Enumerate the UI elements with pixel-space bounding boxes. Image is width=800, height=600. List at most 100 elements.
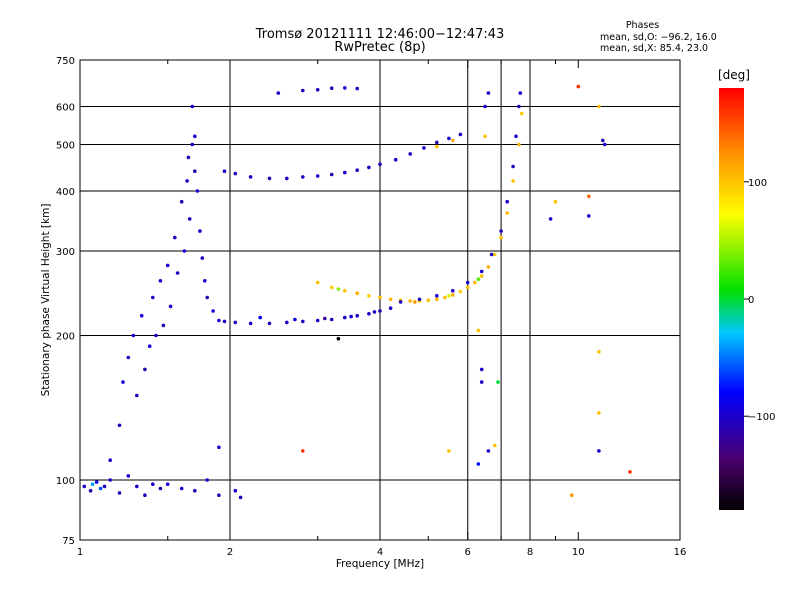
data-point [102, 484, 107, 489]
x-tick-label: 6 [465, 547, 471, 558]
data-point [451, 288, 455, 293]
data-point [349, 314, 353, 319]
data-point [154, 333, 158, 338]
data-point [82, 484, 87, 489]
data-point [161, 323, 166, 328]
data-point [511, 179, 515, 183]
data-point [493, 443, 497, 448]
y-tick-label: 750 [56, 56, 75, 67]
data-point [465, 285, 470, 290]
data-point [158, 486, 163, 491]
data-point [217, 493, 221, 498]
data-point [548, 217, 553, 221]
data-point [315, 318, 320, 323]
data-point [205, 478, 209, 482]
data-point [483, 134, 487, 139]
data-point [393, 157, 398, 162]
data-point [378, 162, 382, 166]
data-point [315, 88, 320, 92]
data-point [479, 274, 484, 278]
y-axis-label: Stationary phase Virtual Height [km] [40, 203, 52, 397]
data-point [329, 317, 334, 322]
data-point [413, 300, 417, 304]
data-point [323, 316, 327, 321]
data-point [267, 321, 272, 326]
x-tick-label: 2 [227, 547, 233, 558]
data-point [489, 252, 494, 257]
data-point [195, 189, 200, 193]
data-point [505, 199, 510, 204]
data-point [329, 285, 334, 290]
data-point [126, 355, 131, 360]
data-point [458, 289, 463, 294]
data-point [329, 172, 334, 177]
data-point [117, 423, 122, 428]
data-point [108, 458, 112, 463]
data-point [217, 318, 221, 323]
data-point [121, 380, 125, 384]
data-point [301, 175, 305, 179]
data-point [151, 482, 155, 487]
data-point [301, 449, 305, 453]
data-point [108, 478, 112, 482]
data-point [205, 295, 209, 300]
data-point [222, 169, 227, 173]
colorbar [719, 88, 744, 510]
x-tick-label: 8 [527, 547, 533, 558]
data-point [94, 480, 99, 484]
data-point [476, 277, 481, 282]
y-tick-label: 600 [56, 103, 75, 114]
chart-subtitle: RwPretec (8p) [334, 40, 426, 55]
data-point [496, 380, 500, 384]
data-point [422, 146, 426, 150]
data-point [143, 493, 147, 498]
data-point [90, 482, 95, 487]
stats-x-mode: mean, sd,X: 85.4, 23.0 [600, 43, 709, 54]
data-point [576, 84, 581, 89]
y-tick-label: 75 [62, 536, 75, 547]
data-point [151, 295, 155, 300]
data-point [222, 319, 227, 324]
data-point [435, 140, 439, 145]
data-point [417, 297, 422, 302]
data-point [435, 294, 439, 298]
data-point [179, 486, 184, 491]
data-point [285, 176, 289, 181]
data-point [173, 235, 177, 240]
data-point [248, 175, 253, 179]
data-point [343, 288, 347, 293]
data-point [293, 317, 297, 322]
data-point [486, 91, 491, 95]
data-point [378, 309, 382, 313]
y-tick-label: 400 [56, 187, 75, 198]
data-point [211, 309, 215, 313]
data-point [597, 449, 601, 453]
data-point [408, 299, 413, 303]
colorbar-unit-label: [deg] [718, 68, 750, 82]
data-point [131, 333, 136, 338]
data-point [175, 271, 180, 275]
data-point [193, 134, 197, 139]
data-point [355, 291, 360, 296]
data-point [336, 287, 341, 291]
data-point [465, 280, 470, 285]
data-point [165, 482, 170, 487]
colorbar-tick-label: −100 [748, 412, 775, 423]
data-point [233, 171, 238, 176]
data-point [486, 449, 491, 453]
data-point [479, 367, 484, 372]
data-point [117, 491, 122, 495]
y-tick-label: 300 [56, 247, 75, 258]
data-point [519, 111, 524, 116]
data-point [187, 217, 192, 221]
data-point [628, 470, 632, 474]
data-point [517, 142, 521, 147]
colorbar-tick-label: 100 [748, 178, 767, 189]
data-point [493, 252, 497, 257]
data-point [301, 88, 305, 93]
data-point [248, 321, 253, 326]
y-tick-label: 200 [56, 332, 75, 343]
y-tick-label: 100 [56, 476, 75, 487]
data-point [479, 380, 484, 384]
data-point [486, 265, 491, 269]
